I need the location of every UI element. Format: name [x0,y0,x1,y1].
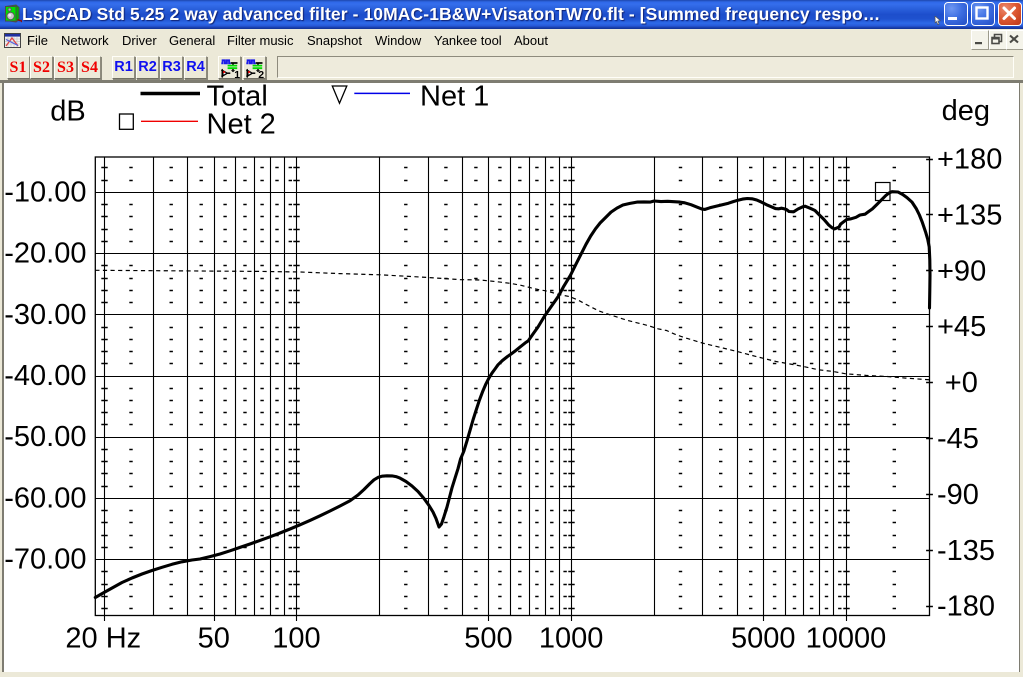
svg-text:dB: dB [50,96,85,128]
svg-text:+90: +90 [937,255,986,287]
svg-text:1000: 1000 [539,622,604,654]
svg-text:100: 100 [272,622,320,654]
svg-text:-90: -90 [937,479,979,511]
svg-text:-10.00: -10.00 [4,176,86,208]
svg-text:50: 50 [198,622,230,654]
svg-text:-70.00: -70.00 [4,544,86,576]
svg-text:deg: deg [942,95,990,127]
svg-text:Net 2: Net 2 [207,109,276,141]
svg-text:5000: 5000 [731,622,796,654]
svg-text:-60.00: -60.00 [4,482,86,514]
svg-text:-50.00: -50.00 [4,421,86,453]
svg-text:20 Hz: 20 Hz [65,622,141,654]
svg-text:-20.00: -20.00 [4,238,86,270]
svg-text:-45: -45 [937,423,979,455]
svg-text:-40.00: -40.00 [4,360,86,392]
svg-text:1: 1 [235,69,241,79]
svg-text:+0: +0 [945,367,978,399]
svg-text:+135: +135 [937,199,1002,231]
svg-text:2: 2 [258,69,264,79]
svg-text:+180: +180 [937,144,1002,176]
svg-text:500: 500 [464,622,512,654]
svg-text:-180: -180 [937,591,995,623]
svg-text:-135: -135 [937,535,995,567]
svg-text:Net 1: Net 1 [420,83,489,113]
svg-text:+45: +45 [937,311,986,343]
svg-text:-30.00: -30.00 [4,299,86,331]
svg-text:Total: Total [207,83,268,113]
svg-text:10000: 10000 [806,622,887,654]
